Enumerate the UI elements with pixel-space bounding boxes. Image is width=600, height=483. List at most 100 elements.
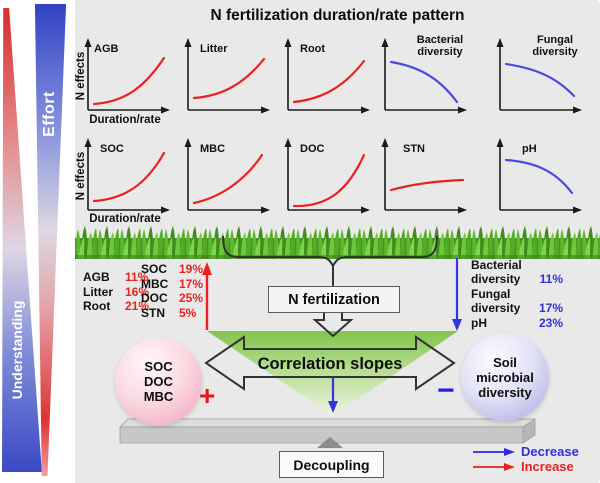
plot-axes — [496, 38, 582, 114]
n-fertilization-box: N fertilization — [268, 286, 400, 313]
stat-value: 5% — [179, 305, 197, 320]
stat-value: 25% — [179, 291, 204, 305]
plot-curve — [192, 57, 266, 100]
miniplot-doc: DOC — [278, 136, 372, 214]
miniplot-litter: Litter — [178, 36, 272, 114]
stat-value: 23% — [538, 316, 563, 330]
stat-value: 16% — [125, 284, 150, 299]
plot-label: Fungal diversity — [532, 34, 578, 58]
stat-label: Litter — [83, 284, 113, 299]
fulcrum-triangle — [317, 437, 343, 448]
green-funnel-triangle — [207, 331, 458, 416]
plant-stats-list: AGB 11% Litter 16% Root 21% — [83, 270, 149, 314]
plot-axes — [496, 138, 582, 214]
plot-axes — [84, 38, 170, 114]
stat-value: 17% — [538, 301, 563, 315]
x-axis-label-row1: Duration/rate — [89, 114, 161, 126]
x-axis-label-row2: Duration/rate — [89, 213, 161, 225]
blue-down-arrow — [452, 258, 462, 331]
plot-label: MBC — [200, 143, 226, 155]
sphere-line: DOC — [144, 374, 173, 389]
plot-label: STN — [403, 143, 425, 155]
stat-row: SOC 19% — [141, 262, 203, 277]
balance-beam — [119, 418, 537, 444]
legend: Decrease Increase — [471, 444, 579, 474]
plot-curve — [389, 178, 465, 192]
correlation-double-arrow — [204, 335, 456, 391]
plot-label: AGB — [94, 43, 119, 55]
plot-axes — [381, 38, 467, 114]
soil-microbial-diversity-sphere: Soil microbial diversity — [461, 333, 549, 421]
plot-curve — [389, 60, 459, 104]
plot-label: pH — [522, 143, 537, 155]
stat-label: pH — [471, 316, 487, 330]
page-title: N fertilization duration/rate pattern — [210, 7, 465, 24]
plot-curve — [92, 151, 166, 203]
plus-sign: + — [199, 380, 216, 411]
stat-label: Fungal diversity — [471, 287, 521, 315]
miniplot-fungal-diversity: Fungal diversity — [490, 34, 584, 114]
understanding-label: Understanding — [9, 300, 25, 400]
plot-curve — [504, 62, 576, 98]
stat-value: 11% — [125, 270, 149, 284]
stat-row: Bacterial diversity 11% — [471, 258, 563, 286]
plot-axes — [184, 38, 270, 114]
plot-axes — [284, 138, 370, 214]
sphere-line: Soil — [493, 354, 517, 370]
increase-arrow-icon — [473, 462, 515, 471]
stat-value: 11% — [539, 272, 563, 286]
stat-row: AGB 11% — [83, 270, 149, 285]
plot-label: Litter — [200, 43, 228, 55]
plot-axes — [184, 138, 270, 214]
plot-label: Root — [300, 43, 326, 55]
stat-row: Litter 16% — [83, 285, 149, 300]
stat-label: MBC — [141, 276, 169, 291]
sphere-line: diversity — [478, 384, 532, 400]
sphere-line: SOC — [144, 359, 173, 374]
decrease-arrow-icon — [473, 447, 515, 456]
grass-strip — [75, 226, 600, 259]
bracket — [222, 235, 438, 286]
sphere-line: MBC — [143, 389, 174, 404]
plot-label: SOC — [100, 143, 124, 155]
effort-label: Effort — [41, 91, 58, 137]
miniplot-soc: SOC — [78, 136, 172, 214]
stat-value: 21% — [125, 299, 150, 313]
plot-curve — [292, 153, 366, 208]
legend-row-increase: Increase — [471, 459, 579, 474]
stat-label: SOC — [141, 262, 168, 276]
stat-row: Fungal diversity 17% — [471, 287, 563, 315]
miniplot-ph: pH — [490, 136, 584, 214]
stat-label: STN — [141, 305, 165, 320]
stat-value: 17% — [179, 276, 204, 291]
stat-label: AGB — [83, 270, 110, 284]
plot-curve — [192, 153, 264, 205]
correlation-slopes-label: Correlation slopes — [258, 355, 403, 373]
minus-sign: − — [437, 374, 455, 407]
miniplot-stn: STN — [375, 136, 469, 214]
main-panel: N fertilization duration/rate pattern N … — [75, 0, 600, 483]
plot-label: Bacterial diversity — [416, 34, 464, 58]
stat-row: Root 21% — [83, 299, 149, 314]
red-up-arrow — [202, 262, 212, 330]
stat-label: Bacterial diversity — [471, 258, 522, 286]
plot-axes — [284, 38, 370, 114]
sidebar-gradient-scales: Effort Understanding — [0, 0, 75, 483]
miniplot-bacterial-diversity: Bacterial diversity — [375, 34, 469, 114]
miniplot-agb: AGB — [78, 36, 172, 114]
plot-curve — [504, 158, 574, 195]
miniplot-mbc: MBC — [178, 136, 272, 214]
sphere-line: microbial — [476, 369, 534, 385]
center-blue-arrow — [328, 377, 338, 413]
soil-stats-list: SOC 19% MBC 17% DOC 25% STN 5% — [141, 262, 203, 320]
legend-row-decrease: Decrease — [471, 444, 579, 459]
plot-curve — [92, 56, 166, 106]
plot-axes — [84, 138, 170, 214]
stat-row: MBC 17% — [141, 277, 203, 292]
plot-axes — [381, 138, 467, 214]
microbial-stats-list: Bacterial diversity 11% Fungal diversity… — [471, 258, 563, 331]
legend-label: Increase — [521, 459, 574, 474]
stat-value: 19% — [179, 262, 204, 276]
miniplot-root: Root — [278, 36, 372, 114]
legend-label: Decrease — [521, 444, 579, 459]
